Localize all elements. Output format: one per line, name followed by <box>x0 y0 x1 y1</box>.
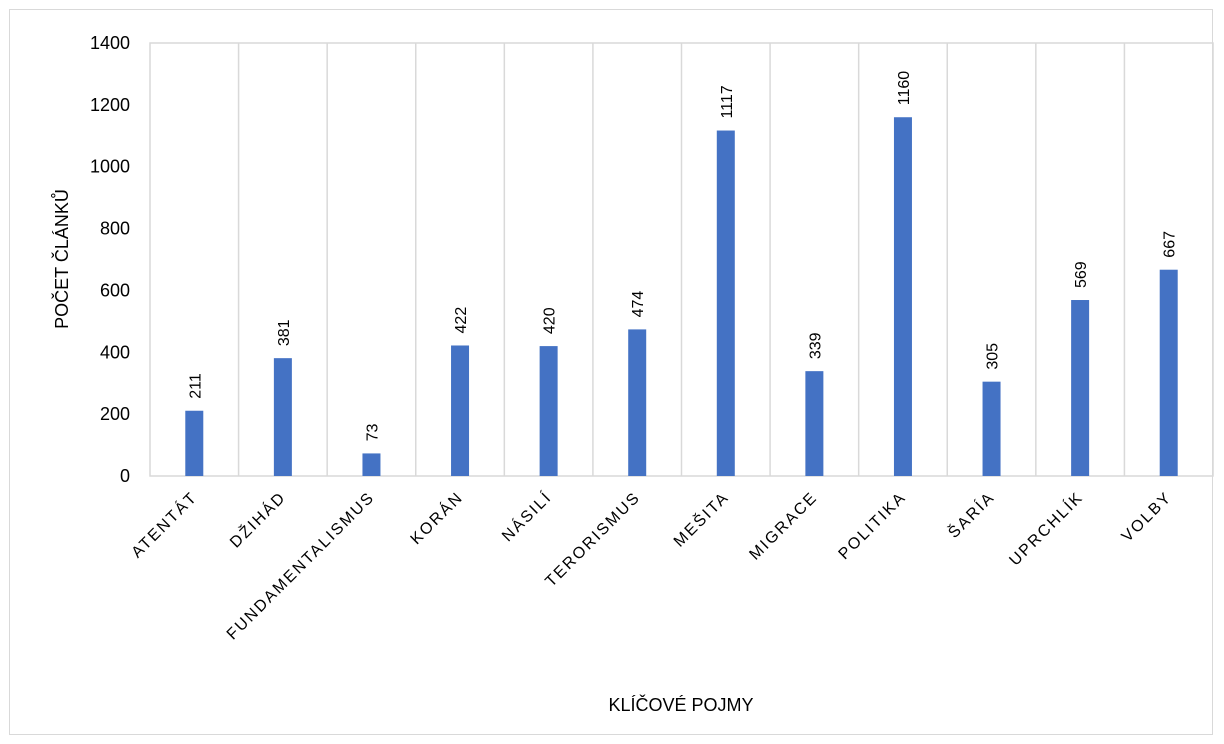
x-tick-label: MEŠITA <box>669 487 732 550</box>
data-label: 667 <box>1162 231 1179 258</box>
data-label: 339 <box>807 332 824 359</box>
y-tick-label: 800 <box>100 219 130 239</box>
bar <box>362 453 381 476</box>
y-tick-label: 600 <box>100 280 130 300</box>
bar <box>451 345 470 476</box>
y-tick-label: 1400 <box>90 33 130 53</box>
data-label: 211 <box>187 373 204 399</box>
bar <box>1159 269 1178 476</box>
chart-frame <box>9 9 1213 735</box>
x-tick-label: NÁSILÍ <box>498 487 556 545</box>
y-tick-label: 0 <box>120 466 130 486</box>
y-tick-label: 400 <box>100 342 130 362</box>
x-tick-label: VOLBY <box>1119 489 1176 546</box>
bar <box>539 346 558 476</box>
x-tick-label: UPRCHLÍK <box>1005 487 1087 569</box>
y-axis-title: POČET ČLÁNKŮ <box>51 189 72 329</box>
y-tick-label: 1000 <box>90 157 130 177</box>
x-tick-label: ATENTÁT <box>127 487 201 561</box>
bar <box>185 410 204 476</box>
bar <box>893 117 912 476</box>
bar <box>716 130 735 476</box>
bar <box>982 381 1001 476</box>
data-label: 422 <box>453 307 470 334</box>
bar <box>1071 300 1090 476</box>
data-label: 1160 <box>896 71 913 106</box>
data-label: 305 <box>985 343 1002 370</box>
x-axis-title: KLÍČOVÉ POJMY <box>608 694 753 715</box>
x-tick-label: TERORISMUS <box>542 489 644 591</box>
x-tick-label: FUNDAMENTALISMUS <box>224 489 379 644</box>
data-label: 474 <box>630 291 647 318</box>
data-label: 381 <box>276 319 293 346</box>
bar <box>273 358 292 476</box>
plot-border <box>149 42 1214 477</box>
x-tick-label: ŠARÍA <box>944 487 998 541</box>
x-tick-label: POLITIKA <box>836 489 910 563</box>
x-tick-label: KORÁN <box>406 487 467 548</box>
data-label: 420 <box>542 307 559 334</box>
data-label: 569 <box>1073 261 1090 288</box>
gridlines <box>237 43 1126 476</box>
bar <box>805 371 824 476</box>
x-tick-label: MIGRACE <box>746 489 821 564</box>
data-label: 1117 <box>719 85 736 118</box>
y-tick-label: 1200 <box>90 95 130 115</box>
data-label: 73 <box>364 424 381 442</box>
bars <box>185 117 1178 476</box>
x-tick-label: DŽIHÁD <box>226 487 290 551</box>
y-tick-label: 200 <box>100 404 130 424</box>
bar <box>628 329 647 476</box>
data-labels: 211 381 73 422 420 474 1117 339 1160 305 569 667 <box>187 71 1178 442</box>
y-axis-ticks: 0 200 400 600 800 1000 1200 1400 <box>90 33 130 486</box>
